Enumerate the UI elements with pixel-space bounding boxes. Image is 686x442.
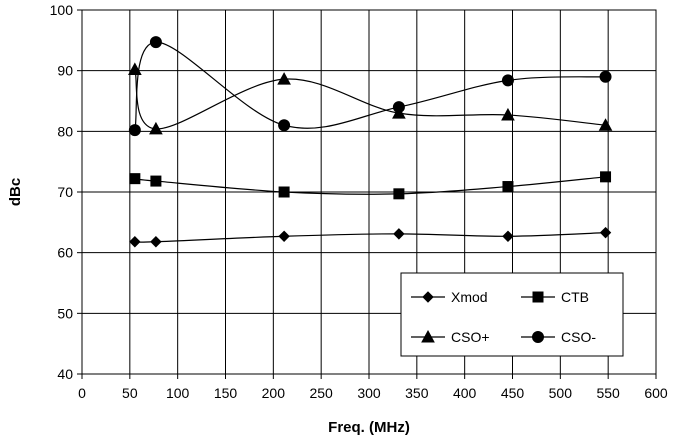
x-axis-title: Freq. (MHz) (328, 419, 410, 436)
y-tick-label: 80 (57, 123, 73, 139)
y-tick-label: 100 (50, 2, 74, 18)
legend-box (400, 272, 624, 357)
x-tick-label: 350 (405, 385, 429, 401)
y-axis-title: dBc (7, 178, 24, 206)
x-tick-label: 550 (596, 385, 620, 401)
data-point-ctb (393, 188, 405, 200)
data-point-cso-minus (392, 101, 405, 114)
legend-marker-xmod (422, 291, 434, 303)
y-tick-label: 50 (57, 305, 73, 321)
x-tick-label: 200 (262, 385, 286, 401)
data-point-ctb (129, 173, 141, 185)
series-group (128, 36, 613, 248)
data-point-ctb (600, 171, 612, 183)
series-line-xmod (134, 232, 606, 243)
x-tick-label: 50 (122, 385, 138, 401)
legend-label-xmod: Xmod (451, 289, 488, 305)
x-tick-label: 500 (549, 385, 573, 401)
data-point-cso-minus (599, 70, 612, 83)
data-point-cso-plus (598, 118, 613, 131)
data-point-cso-plus (501, 107, 515, 121)
legend: Xmod CTB CSO+ CSO- (400, 272, 624, 357)
data-point-xmod (502, 230, 514, 242)
x-tick-label: 0 (78, 385, 86, 401)
data-point-cso-minus (128, 124, 141, 137)
data-point-xmod (599, 226, 612, 239)
data-point-ctb (150, 175, 162, 187)
series-cso-plus (128, 62, 613, 135)
y-tick-label: 40 (57, 366, 73, 382)
y-tick-label: 90 (57, 63, 73, 79)
legend-marker-cso-minus (532, 331, 544, 343)
y-tick-label: 60 (57, 245, 73, 261)
data-point-cso-minus (278, 119, 291, 132)
data-point-xmod (129, 236, 141, 248)
legend-label-cso-plus: CSO+ (451, 329, 490, 345)
x-tick-label: 300 (357, 385, 381, 401)
series-cso-minus (128, 36, 612, 137)
series-xmod (129, 226, 612, 248)
legend-item-ctb: CTB (521, 289, 589, 305)
axis-ticks: 0 50 100 150 200 250 300 350 400 450 500 550 600 40 50… (50, 2, 668, 401)
data-point-cso-plus (149, 121, 163, 135)
x-tick-label: 450 (501, 385, 525, 401)
legend-marker-ctb (532, 291, 544, 303)
x-tick-label: 400 (453, 385, 477, 401)
series-ctb (129, 171, 612, 200)
x-tick-label: 250 (309, 385, 333, 401)
data-point-ctb (278, 186, 290, 198)
x-tick-label: 100 (166, 385, 190, 401)
data-point-cso-plus (277, 72, 291, 85)
x-tick-label: 600 (644, 385, 668, 401)
x-tick-label: 150 (214, 385, 238, 401)
legend-item-cso-plus: CSO+ (411, 329, 490, 345)
legend-marker-cso-plus (421, 329, 435, 343)
legend-label-cso-minus: CSO- (561, 329, 596, 345)
data-point-cso-minus (501, 74, 514, 87)
data-point-cso-minus (149, 36, 162, 49)
data-point-ctb (502, 181, 514, 193)
y-tick-label: 70 (57, 184, 73, 200)
legend-item-xmod: Xmod (411, 289, 488, 305)
data-point-xmod (393, 228, 405, 240)
data-point-xmod (150, 236, 162, 248)
data-point-xmod (278, 230, 290, 242)
legend-label-ctb: CTB (561, 289, 589, 305)
legend-item-cso-minus: CSO- (521, 329, 596, 345)
